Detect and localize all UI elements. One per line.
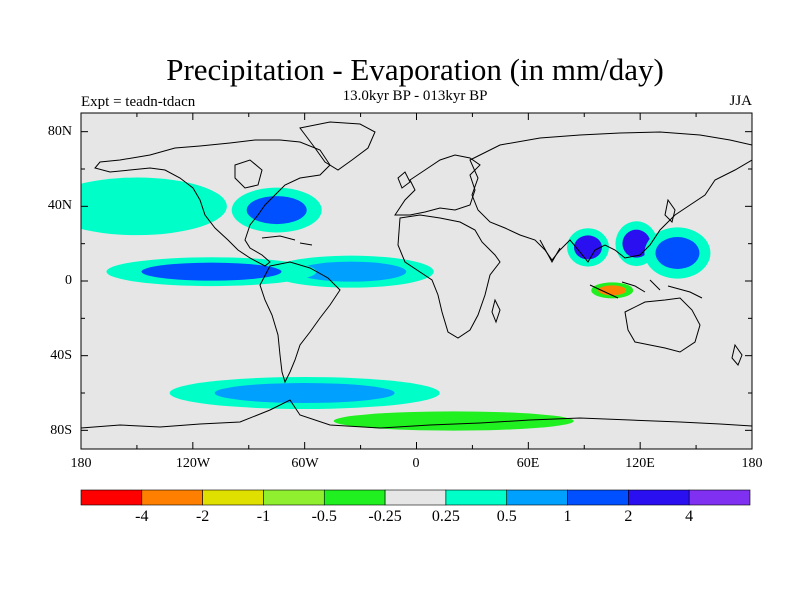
- lon-label-0: 0: [412, 456, 420, 471]
- colorbar-swatch: [628, 489, 690, 506]
- colorbar: [80, 489, 751, 506]
- lat-label-80n: 80N: [47, 124, 72, 139]
- colorbar-swatch: [506, 489, 568, 506]
- coastline-hudson-bay: [234, 159, 263, 189]
- colorbar-label: 1: [563, 508, 572, 525]
- colorbar-label: -0.25: [368, 508, 402, 525]
- colorbar-label: -1: [256, 508, 271, 525]
- colorbar-swatch: [567, 489, 629, 506]
- coastline-asia: [469, 131, 752, 263]
- colorbar-swatch: [384, 489, 447, 506]
- lon-label-180e: 180: [741, 456, 763, 471]
- lat-label-40s: 40S: [50, 348, 72, 363]
- coastline-south-america: [259, 261, 341, 384]
- colorbar-swatch: [141, 489, 203, 506]
- colorbar-swatch: [688, 489, 751, 506]
- field-bay-of-bengal-wet: [573, 235, 602, 260]
- field-west-pacific-wet: [655, 237, 700, 269]
- colorbar-label: 2: [624, 508, 633, 525]
- coastline-japan: [664, 198, 676, 223]
- field-south-china-sea-wet: [622, 229, 651, 258]
- chart-title: Precipitation - Evaporation (in mm/day): [166, 52, 664, 87]
- colorbar-label: 0.25: [431, 508, 460, 525]
- chart-subtitle: 13.0kyr BP - 013kyr BP: [342, 88, 488, 104]
- field-southern-ocean-wet: [214, 383, 395, 403]
- colorbar-label: 4: [685, 508, 694, 525]
- experiment-label: Expt = teadn-tdacn: [81, 94, 196, 110]
- field-us-east-wet: [246, 196, 307, 225]
- lon-label-60w: 60W: [291, 456, 319, 471]
- coastline-new-zealand: [731, 343, 743, 366]
- field-north-pacific-wet: [81, 188, 197, 225]
- colorbar-swatch: [80, 489, 143, 506]
- lat-label-80s: 80S: [50, 423, 72, 438]
- coastline-indonesia: [589, 279, 703, 299]
- lon-label-180w: 180: [70, 456, 92, 471]
- anomaly-field: [81, 177, 711, 431]
- coastline-antarctica: [81, 399, 752, 429]
- coastlines: [81, 121, 752, 429]
- coastline-africa: [397, 214, 501, 339]
- axis-ticks: [80, 113, 753, 449]
- colorbar-swatch: [323, 489, 386, 506]
- coastline-australia: [624, 297, 701, 353]
- colorbar-swatch: [445, 489, 508, 506]
- lon-label-120w: 120W: [175, 456, 211, 471]
- field-southern-ocean-dry: [373, 415, 534, 427]
- colorbar-label: -0.5: [311, 508, 337, 525]
- lon-label-60e: 60E: [516, 456, 540, 471]
- field-tropical-atlantic-wet: [296, 261, 407, 282]
- coastline-greenland: [299, 121, 376, 171]
- colorbar-label: 0.5: [496, 508, 517, 525]
- coastline-europe: [394, 154, 481, 216]
- colorbar-swatch: [202, 489, 264, 506]
- colorbar-label: -2: [195, 508, 210, 525]
- season-label: JJA: [729, 93, 752, 109]
- coastline-india: [539, 239, 561, 264]
- lat-label-0: 0: [65, 273, 72, 288]
- field-east-pacific-itcz-wet: [141, 262, 282, 281]
- coastline-british-isles: [397, 171, 411, 189]
- lon-label-120e: 120E: [625, 456, 655, 471]
- colorbar-label: -4: [135, 508, 149, 525]
- colorbar-swatch: [263, 489, 325, 506]
- lat-label-40n: 40N: [47, 198, 72, 213]
- coastline-caribbean: [261, 235, 313, 246]
- coastline-north-america: [94, 139, 331, 267]
- coastline-madagascar: [491, 298, 501, 324]
- field-maritime-continent-dry: [598, 285, 627, 296]
